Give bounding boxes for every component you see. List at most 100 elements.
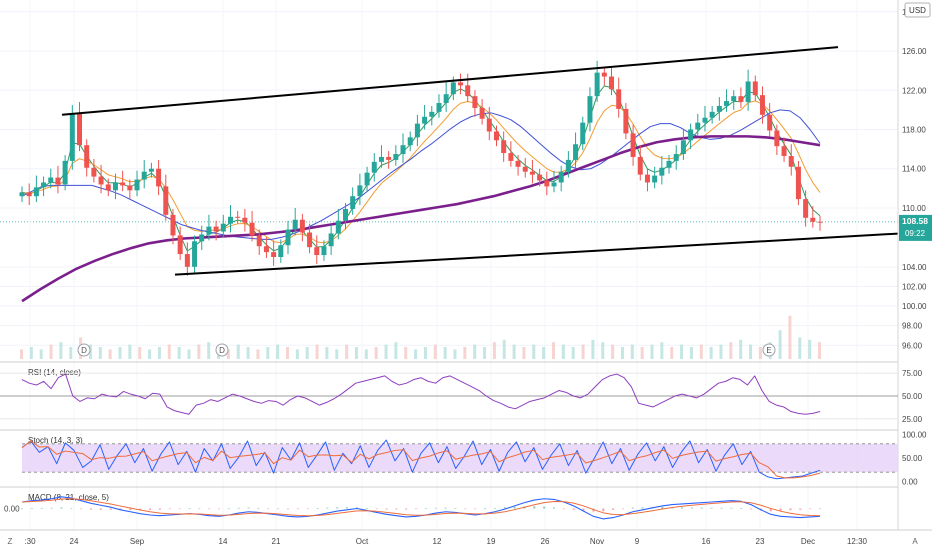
- time-axis-label[interactable]: 19: [487, 537, 496, 546]
- candle-body[interactable]: [156, 168, 162, 187]
- candle-body[interactable]: [328, 233, 334, 247]
- trendline-lower-channel[interactable]: [174, 232, 901, 276]
- candle-body[interactable]: [321, 246, 327, 256]
- candle-body[interactable]: [364, 172, 370, 186]
- currency-badge[interactable]: [904, 2, 931, 18]
- time-axis-label[interactable]: 14: [219, 537, 228, 546]
- candlesticks[interactable]: [19, 60, 823, 276]
- candle-body[interactable]: [673, 154, 679, 161]
- candle-body[interactable]: [256, 235, 262, 247]
- candle-body[interactable]: [62, 160, 68, 185]
- price-axis-labels[interactable]: 130.00126.00122.00118.00114.00110.00104.…: [902, 8, 927, 350]
- price-axis-label[interactable]: 102.00: [902, 282, 927, 291]
- candle-body[interactable]: [702, 117, 708, 123]
- candle-body[interactable]: [33, 187, 39, 197]
- candle-body[interactable]: [788, 155, 794, 167]
- candle-body[interactable]: [335, 220, 341, 234]
- trendlines[interactable]: [61, 46, 901, 276]
- log-scale-icon[interactable]: A: [912, 537, 918, 546]
- candle-body[interactable]: [616, 89, 622, 109]
- time-axis-label[interactable]: 12:30: [847, 537, 868, 546]
- candle-body[interactable]: [695, 122, 701, 130]
- candle-body[interactable]: [307, 232, 313, 248]
- candle-body[interactable]: [544, 180, 550, 187]
- candle-body[interactable]: [84, 145, 90, 168]
- price-axis-label[interactable]: 110.00: [902, 204, 926, 213]
- candle-body[interactable]: [393, 154, 399, 160]
- candle-body[interactable]: [803, 199, 809, 218]
- candle-body[interactable]: [400, 145, 406, 155]
- candle-body[interactable]: [522, 166, 528, 172]
- candle-body[interactable]: [263, 246, 269, 253]
- candle-body[interactable]: [285, 229, 291, 246]
- candle-body[interactable]: [745, 81, 751, 103]
- event-marker-circle[interactable]: [77, 343, 91, 357]
- candle-body[interactable]: [810, 217, 816, 222]
- macd-pane[interactable]: MACD (8, 21, close, 5) 0.00: [4, 493, 821, 520]
- candle-body[interactable]: [724, 101, 730, 106]
- candle-body[interactable]: [501, 140, 507, 154]
- time-axis-label[interactable]: 24: [70, 537, 79, 546]
- candle-body[interactable]: [141, 171, 147, 180]
- price-axis-label[interactable]: 114.00: [902, 165, 926, 174]
- candle-body[interactable]: [48, 177, 54, 183]
- candle-body[interactable]: [587, 96, 593, 123]
- candle-body[interactable]: [19, 192, 25, 197]
- candle-body[interactable]: [192, 241, 198, 267]
- time-axis-label[interactable]: 23: [756, 537, 765, 546]
- candle-body[interactable]: [407, 137, 413, 146]
- candle-body[interactable]: [184, 254, 190, 267]
- time-axis-label[interactable]: Sep: [130, 537, 145, 546]
- time-axis-labels[interactable]: :30 24 Sep 14 21 Oct 12 19 26 Nov 9 16 23 Dec 12:30: [24, 537, 867, 546]
- candle-body[interactable]: [98, 176, 104, 185]
- candle-body[interactable]: [493, 131, 499, 141]
- candle-body[interactable]: [314, 247, 320, 256]
- candle-body[interactable]: [688, 129, 694, 141]
- candle-body[interactable]: [436, 103, 442, 112]
- candle-body[interactable]: [573, 144, 579, 160]
- candle-body[interactable]: [458, 82, 464, 86]
- candle-body[interactable]: [249, 222, 255, 236]
- candle-body[interactable]: [134, 179, 140, 191]
- price-axis-label[interactable]: 104.00: [902, 263, 927, 272]
- candle-body[interactable]: [609, 76, 615, 90]
- time-axis-label[interactable]: 12: [433, 537, 442, 546]
- candle-body[interactable]: [242, 217, 248, 223]
- time-axis-label[interactable]: 16: [702, 537, 711, 546]
- candle-body[interactable]: [148, 168, 154, 172]
- candle-body[interactable]: [551, 182, 557, 187]
- event-marker-circle[interactable]: [762, 343, 776, 357]
- time-axis-label[interactable]: :30: [24, 537, 36, 546]
- candle-body[interactable]: [817, 221, 823, 223]
- candle-body[interactable]: [486, 118, 492, 132]
- candle-body[interactable]: [163, 186, 169, 215]
- time-axis-label[interactable]: 21: [272, 537, 281, 546]
- candle-body[interactable]: [112, 182, 118, 191]
- candle-body[interactable]: [220, 223, 226, 232]
- candle-body[interactable]: [465, 85, 471, 97]
- candle-body[interactable]: [386, 156, 392, 160]
- rsi-axis-label[interactable]: 50.00: [902, 392, 923, 401]
- candle-body[interactable]: [537, 174, 543, 181]
- price-axis-label[interactable]: 118.00: [902, 126, 926, 135]
- stoch-axis-label[interactable]: 50.00: [902, 454, 923, 463]
- candle-body[interactable]: [472, 96, 478, 108]
- candle-body[interactable]: [91, 167, 97, 177]
- candle-body[interactable]: [343, 208, 349, 221]
- candle-body[interactable]: [580, 122, 586, 145]
- candle-body[interactable]: [637, 156, 643, 175]
- candle-body[interactable]: [565, 159, 571, 172]
- price-axis-label[interactable]: 126.00: [902, 47, 927, 56]
- candle-body[interactable]: [752, 81, 758, 96]
- candle-body[interactable]: [350, 196, 356, 209]
- candle-body[interactable]: [709, 111, 715, 118]
- macd-axis-label[interactable]: 0.00: [4, 505, 20, 514]
- candle-body[interactable]: [299, 219, 305, 233]
- candle-body[interactable]: [738, 96, 744, 103]
- candle-body[interactable]: [759, 95, 765, 115]
- candle-body[interactable]: [414, 123, 420, 138]
- candle-body[interactable]: [601, 72, 607, 77]
